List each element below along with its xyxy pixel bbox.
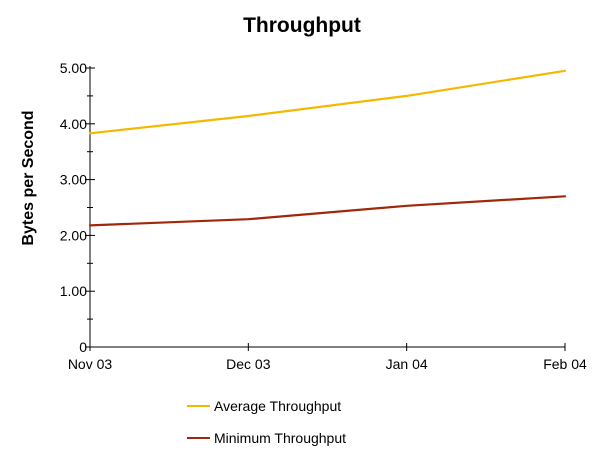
- series-line-average-throughput: [88, 69, 567, 135]
- x-tick-label: Dec 03: [226, 356, 271, 372]
- legend-label: Minimum Throughput: [214, 430, 346, 446]
- y-tick-label: 4.00: [60, 116, 87, 132]
- y-tick-label: 5.00: [60, 60, 87, 76]
- y-axis-label: Bytes per Second: [20, 110, 37, 245]
- x-tick-label: Nov 03: [68, 356, 113, 372]
- legend-label: Average Throughput: [214, 398, 341, 414]
- x-tick-label: Jan 04: [386, 356, 428, 372]
- y-tick-label: 0: [79, 339, 87, 355]
- x-tick-label: Feb 04: [543, 356, 587, 372]
- plot-area: 0 1.00 2.00 3.00 4.00 5.00 Nov 03 Dec 03 Jan 04 F…: [60, 60, 587, 372]
- y-tick-label: 2.00: [60, 227, 87, 243]
- y-tick-label: 1.00: [60, 283, 87, 299]
- y-tick-label: 3.00: [60, 172, 87, 188]
- chart-title: Throughput: [243, 14, 361, 37]
- legend: Average Throughput Minimum Throughput: [187, 398, 346, 446]
- series-line-minimum-throughput: [88, 195, 567, 227]
